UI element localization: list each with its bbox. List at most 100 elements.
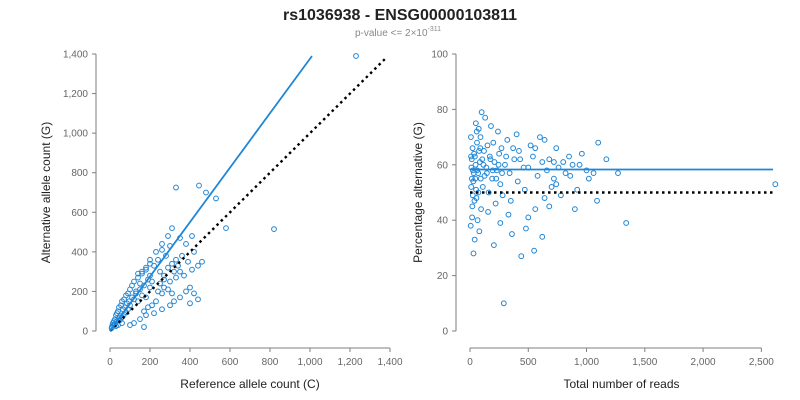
- data-point: [159, 241, 165, 247]
- y-axis-title: Alternative allele count (G): [39, 122, 53, 263]
- y-tick-label: 60: [437, 160, 449, 171]
- data-point: [153, 298, 159, 305]
- data-point: [603, 156, 610, 163]
- x-axis-title: Total number of reads: [563, 377, 679, 391]
- data-point: [509, 231, 515, 237]
- data-point: [476, 228, 483, 235]
- pvalue-subtitle: p-value <= 2×10-311: [355, 26, 441, 39]
- data-point: [469, 203, 476, 210]
- data-point: [560, 159, 567, 165]
- x-axis-title: Reference allele count (C): [180, 377, 319, 391]
- data-point: [502, 161, 508, 168]
- y-tick-label: 0: [442, 327, 448, 338]
- data-point: [495, 128, 501, 135]
- data-point: [137, 286, 143, 293]
- data-point: [498, 145, 505, 152]
- data-point: [595, 139, 602, 146]
- data-point: [578, 150, 585, 157]
- data-point: [495, 161, 502, 168]
- x-tick-label: 200: [142, 357, 159, 368]
- data-point: [111, 322, 117, 328]
- x-tick-label: 600: [222, 357, 239, 368]
- data-point: [567, 172, 574, 179]
- data-point: [478, 206, 484, 213]
- data-point: [177, 294, 183, 301]
- data-point: [507, 197, 514, 204]
- data-point: [480, 161, 487, 168]
- data-point: [546, 203, 553, 210]
- data-point: [203, 189, 209, 196]
- y-tick-label: 100: [431, 50, 448, 61]
- data-point: [157, 268, 163, 275]
- x-tick-label: 400: [182, 357, 199, 368]
- data-point: [468, 175, 475, 182]
- y-tick-label: 200: [71, 287, 88, 298]
- x-tick-label: 1,200: [337, 357, 362, 368]
- y-tick-label: 1,200: [63, 89, 88, 100]
- data-point: [551, 159, 557, 165]
- x-tick-label: 0: [467, 357, 473, 368]
- data-point: [548, 184, 555, 190]
- x-tick-label: 2,000: [691, 357, 716, 368]
- data-point: [471, 197, 478, 204]
- data-point: [171, 268, 177, 275]
- data-point: [551, 175, 557, 182]
- data-point: [213, 195, 219, 202]
- data-point: [484, 142, 491, 149]
- data-point: [615, 170, 621, 177]
- data-point: [147, 284, 153, 291]
- data-point: [486, 153, 493, 160]
- data-point: [500, 300, 507, 307]
- data-point: [496, 150, 503, 157]
- data-point: [590, 170, 597, 177]
- y-tick-label: 20: [437, 271, 449, 282]
- data-point: [169, 225, 175, 232]
- data-point: [499, 192, 506, 199]
- data-point: [504, 136, 511, 143]
- data-point: [271, 226, 277, 233]
- data-point: [489, 175, 496, 182]
- data-point: [516, 148, 522, 154]
- data-point: [468, 153, 474, 160]
- data-point: [539, 159, 546, 165]
- data-point: [135, 274, 141, 281]
- data-point: [141, 282, 147, 289]
- data-point: [499, 170, 505, 177]
- data-point: [159, 306, 165, 313]
- data-point: [167, 278, 173, 285]
- percentage-alternative-scatter-panel: 0 500 1,000 1,500 2,000 2,500 0 20 40 60 80 100 Tota…: [411, 50, 779, 391]
- data-point: [553, 145, 560, 152]
- data-point: [195, 262, 201, 269]
- data-point: [469, 145, 476, 152]
- data-point: [183, 288, 189, 295]
- data-point: [571, 206, 578, 213]
- y-tick-label: 40: [437, 216, 449, 227]
- data-point: [574, 186, 581, 193]
- data-point: [553, 181, 560, 188]
- data-point: [518, 253, 525, 260]
- data-point: [537, 134, 543, 141]
- x-tick-label: 0: [107, 357, 113, 368]
- data-point: [505, 211, 512, 218]
- data-point: [485, 189, 492, 196]
- data-point: [532, 145, 539, 152]
- data-point: [473, 128, 480, 135]
- data-point: [477, 134, 484, 141]
- data-point: [470, 178, 477, 185]
- data-point: [482, 114, 489, 121]
- data-point: [532, 206, 539, 213]
- y-tick-label: 80: [437, 105, 449, 116]
- data-point: [169, 260, 175, 267]
- x-tick-label: 500: [520, 357, 537, 368]
- data-point: [491, 159, 498, 165]
- data-point: [167, 302, 173, 309]
- data-point: [541, 136, 548, 143]
- data-point: [171, 298, 177, 305]
- y-tick-label: 1,000: [63, 129, 88, 140]
- data-point: [471, 153, 478, 160]
- data-point: [113, 312, 119, 319]
- y-tick-label: 1,400: [63, 50, 88, 61]
- data-point: [161, 284, 167, 291]
- data-point: [169, 290, 175, 297]
- data-point: [175, 262, 181, 269]
